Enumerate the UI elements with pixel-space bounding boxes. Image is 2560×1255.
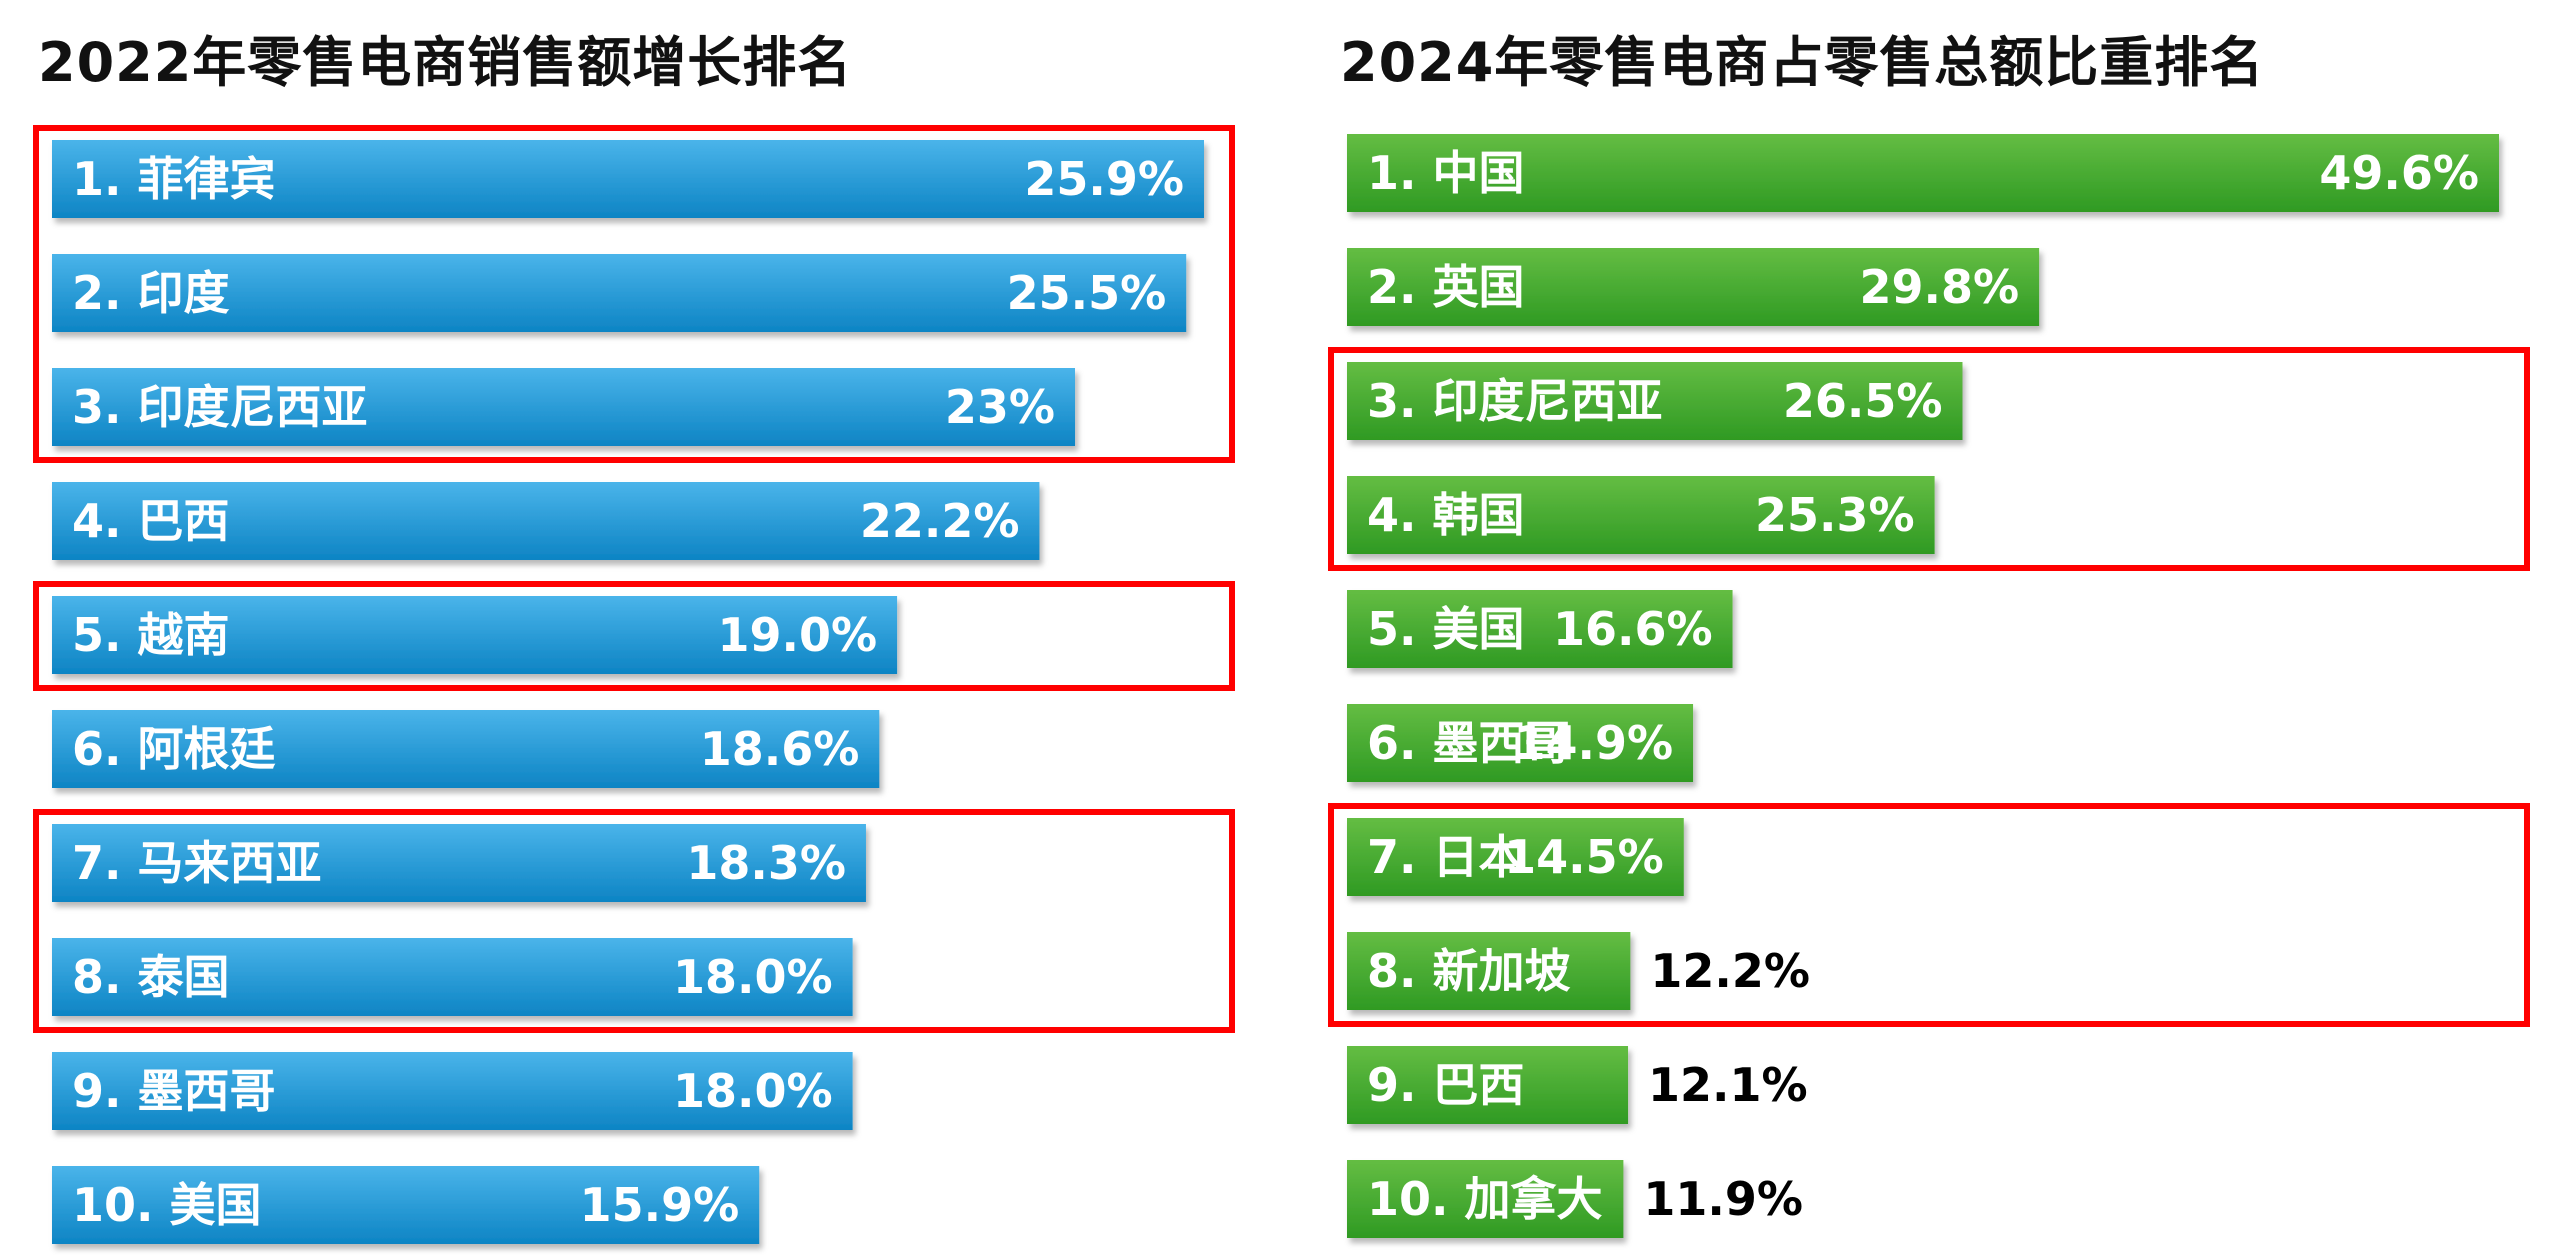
right-bar-7 [1347,818,1684,896]
right-bar-group-3: 3. 印度尼西亚 26.5% [1347,362,1963,440]
left-bar-group-3: 3. 印度尼西亚 23% [52,368,1076,446]
left-bar-group-7: 7. 马来西亚 18.3% [52,824,866,902]
right-chart-title: 2024年零售电商占零售总额比重排名 [1340,31,2265,94]
right-value-label-8: 12.2% [1650,944,1810,998]
left-value-label-10: 15.9% [580,1178,740,1232]
left-highlight-box-1 [33,125,1235,463]
left-category-label-6: 6. 阿根廷 [72,722,276,776]
left-bar-7 [52,824,866,902]
left-bar-2 [52,254,1187,332]
left-bar-group-5: 5. 越南 19.0% [52,596,898,674]
left-category-label-8: 8. 泰国 [72,950,230,1004]
left-value-label-4: 22.2% [860,494,1020,548]
left-category-label-9: 9. 墨西哥 [72,1064,276,1118]
right-value-label-10: 11.9% [1643,1172,1803,1226]
right-category-label-8: 8. 新加坡 [1367,944,1571,998]
left-bar-group-2: 2. 印度 25.5% [52,254,1187,332]
left-bar-group-6: 6. 阿根廷 18.6% [52,710,880,788]
right-value-label-4: 25.3% [1755,488,1915,542]
right-bar-group-2: 2. 英国 29.8% [1347,248,2040,326]
left-highlight-box-2 [33,581,1235,691]
right-value-label-9: 12.1% [1648,1058,1808,1112]
left-category-label-10: 10. 美国 [72,1178,262,1232]
left-category-label-1: 1. 菲律宾 [72,152,276,206]
left-category-label-7: 7. 马来西亚 [72,836,322,890]
left-bar-group-4: 4. 巴西 22.2% [52,482,1040,560]
left-category-label-3: 3. 印度尼西亚 [72,380,368,434]
left-value-label-7: 18.3% [686,836,846,890]
right-value-label-6: 14.9% [1513,716,1673,770]
right-category-label-1: 1. 中国 [1367,146,1525,200]
left-bar-6 [52,710,880,788]
right-value-label-3: 26.5% [1783,374,1943,428]
right-bar-group-5: 5. 美国 16.6% [1347,590,1733,668]
right-bar-2 [1347,248,2040,326]
left-value-label-1: 25.9% [1024,152,1184,206]
left-bar-group-8: 8. 泰国 18.0% [52,938,853,1016]
right-category-label-6: 6. 墨西哥 [1367,716,1571,770]
right-category-label-9: 9. 巴西 [1367,1058,1525,1112]
left-value-label-6: 18.6% [700,722,860,776]
right-category-label-4: 4. 韩国 [1367,488,1525,542]
left-category-label-4: 4. 巴西 [72,494,230,548]
right-category-label-10: 10. 加拿大 [1367,1172,1603,1226]
left-bar-group-1: 1. 菲律宾 25.9% [52,140,1204,218]
left-category-label-5: 5. 越南 [72,608,230,662]
right-bar-9 [1347,1046,1629,1124]
left-bar-8 [52,938,853,1016]
right-category-label-5: 5. 美国 [1367,602,1525,656]
right-bar-5 [1347,590,1733,668]
right-value-label-2: 29.8% [1860,260,2020,314]
right-category-label-2: 2. 英国 [1367,260,1525,314]
left-chart-title: 2022年零售电商销售额增长排名 [38,31,853,94]
right-category-label-7: 7. 日本 [1367,830,1525,884]
left-bar-5 [52,596,898,674]
left-category-label-2: 2. 印度 [72,266,230,320]
right-value-label-5: 16.6% [1553,602,1713,656]
left-bar-3 [52,368,1076,446]
right-bar-group-4: 4. 韩国 25.3% [1347,476,1935,554]
left-value-label-8: 18.0% [673,950,833,1004]
left-bar-group-10: 10. 美国 15.9% [52,1166,760,1244]
right-bar-10 [1347,1160,1624,1238]
right-bar-group-9: 9. 巴西 12.1% [1347,1046,1808,1124]
right-highlight-box-2 [1328,803,2530,1027]
left-bar-1 [52,140,1204,218]
left-bar-4 [52,482,1040,560]
right-bar-6 [1347,704,1694,782]
right-bar-8 [1347,932,1631,1010]
right-value-label-1: 49.6% [2319,146,2479,200]
right-bar-4 [1347,476,1935,554]
right-bar-1 [1347,134,2499,212]
left-bar-10 [52,1166,760,1244]
right-highlight-box-1 [1328,347,2530,571]
left-value-label-3: 23% [945,380,1055,434]
right-value-label-7: 14.5% [1504,830,1664,884]
right-bar-group-1: 1. 中国 49.6% [1347,134,2499,212]
left-value-label-2: 25.5% [1007,266,1167,320]
left-value-label-9: 18.0% [673,1064,833,1118]
left-highlight-box-3 [33,809,1235,1033]
right-bar-group-8: 8. 新加坡 12.2% [1347,932,1810,1010]
right-bar-group-10: 10. 加拿大 11.9% [1347,1160,1803,1238]
right-bar-3 [1347,362,1963,440]
left-bar-9 [52,1052,853,1130]
right-category-label-3: 3. 印度尼西亚 [1367,374,1663,428]
left-bar-group-9: 9. 墨西哥 18.0% [52,1052,853,1130]
left-value-label-5: 19.0% [718,608,878,662]
